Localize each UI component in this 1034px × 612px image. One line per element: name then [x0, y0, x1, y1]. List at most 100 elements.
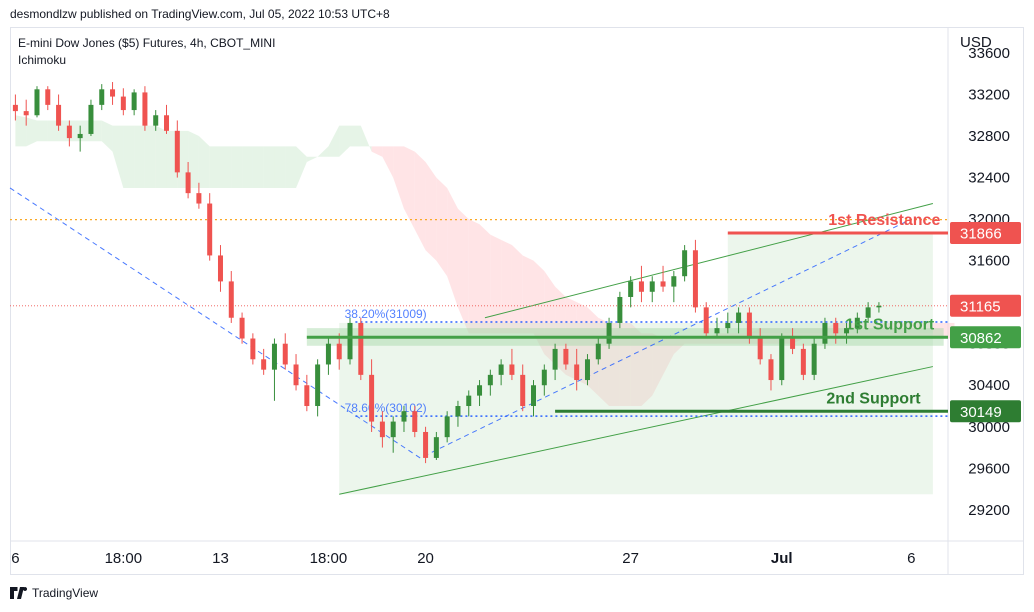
- candle-body: [110, 89, 116, 97]
- ichimoku-cloud-segment: [209, 146, 221, 188]
- resistance-zone: [727, 233, 933, 334]
- publisher-credit: desmondlzw published on TradingView.com,…: [10, 7, 390, 21]
- ichimoku-cloud-segment: [101, 120, 113, 152]
- ichimoku-cloud-segment: [900, 322, 912, 339]
- candle-body: [606, 322, 612, 344]
- ichimoku-cloud-segment: [468, 219, 480, 334]
- candle-body: [412, 411, 418, 432]
- ichimoku-cloud-segment: [609, 322, 620, 407]
- ichimoku-cloud-segment: [58, 120, 70, 142]
- ichimoku-cloud-segment: [544, 271, 556, 365]
- candle-body: [477, 385, 483, 396]
- x-tick-label: Jul: [771, 550, 793, 567]
- candle-body: [844, 328, 850, 334]
- ichimoku-cloud-segment: [922, 322, 933, 339]
- ichimoku-cloud-segment: [663, 338, 674, 375]
- indicator-label: Ichimoku: [18, 53, 66, 67]
- candle-body: [77, 133, 83, 139]
- ichimoku-cloud-segment: [36, 120, 48, 142]
- candle-body: [768, 359, 774, 381]
- candle-body: [584, 359, 590, 381]
- ichimoku-cloud-segment: [285, 146, 297, 188]
- candle-body: [88, 104, 94, 134]
- candle-body: [217, 255, 223, 282]
- ichimoku-cloud-segment: [274, 146, 286, 188]
- ichimoku-cloud-segment: [868, 322, 879, 339]
- ichimoku-cloud-segment: [533, 260, 545, 355]
- candle-body: [563, 348, 569, 365]
- ichimoku-cloud-segment: [684, 338, 696, 344]
- price-tag: [950, 326, 1021, 349]
- ichimoku-cloud-segment: [382, 146, 394, 178]
- candle-body: [250, 338, 256, 360]
- candle-body: [153, 115, 159, 126]
- ichimoku-cloud-segment: [641, 333, 653, 407]
- ichimoku-cloud-segment: [220, 146, 232, 188]
- ichimoku-cloud-segment: [630, 322, 642, 407]
- ichimoku-cloud-segment: [134, 125, 145, 188]
- candle-body: [595, 343, 601, 360]
- price-tag-label: 30149: [960, 404, 1002, 421]
- candle-body: [66, 125, 72, 139]
- ichimoku-cloud-segment: [69, 120, 81, 142]
- candle-body: [196, 193, 202, 204]
- ichimoku-cloud-segment: [846, 322, 858, 339]
- candle-body: [120, 96, 126, 111]
- candle-body: [390, 421, 396, 438]
- candle-body: [347, 322, 353, 360]
- ichimoku-cloud-segment: [26, 117, 37, 147]
- candle-body: [34, 89, 40, 116]
- ichimoku-cloud-segment: [231, 146, 243, 188]
- candle-body: [455, 406, 461, 417]
- ichimoku-cloud-segment: [857, 322, 869, 339]
- fib-trend-line: [9, 187, 912, 459]
- currency-label: USD: [960, 34, 992, 51]
- candle-body: [423, 431, 429, 458]
- candle-body: [714, 328, 720, 334]
- ichimoku-cloud-segment: [403, 146, 415, 230]
- candle-body: [671, 276, 677, 287]
- ichimoku-cloud-segment: [619, 322, 631, 407]
- candle-body: [164, 115, 170, 131]
- candle-body: [552, 348, 558, 370]
- candle-body: [293, 364, 299, 386]
- ichimoku-cloud-segment: [425, 161, 437, 261]
- candle-body: [531, 385, 537, 407]
- y-tick-label: 30400: [968, 377, 1010, 394]
- ichimoku-cloud-segment: [112, 125, 124, 188]
- ichimoku-cloud-segment: [47, 120, 59, 142]
- candle-body: [282, 343, 288, 365]
- level-label: 1st Support: [845, 316, 935, 333]
- ichimoku-cloud-segment: [511, 245, 523, 334]
- channel-upper-line: [484, 203, 934, 319]
- ichimoku-cloud-segment: [932, 322, 944, 339]
- footer-brand: TradingView: [32, 586, 99, 600]
- x-tick-label: 6: [907, 550, 915, 567]
- chart-title: E-mini Dow Jones ($5) Futures, 4h, CBOT_…: [18, 36, 275, 50]
- footer: TradingView: [10, 586, 98, 600]
- candle-body: [757, 338, 763, 360]
- candle-body: [628, 281, 634, 297]
- candle-body: [574, 364, 580, 381]
- x-tick-label: 18:00: [310, 550, 348, 567]
- candle-body: [520, 374, 526, 407]
- x-tick-label: 20: [417, 550, 434, 567]
- candle-body: [207, 203, 213, 256]
- ichimoku-cloud-segment: [652, 333, 664, 396]
- ichimoku-cloud-segment: [555, 286, 566, 375]
- ichimoku-cloud-segment: [188, 130, 199, 188]
- candle-body: [487, 374, 493, 386]
- ichimoku-cloud-segment: [198, 136, 210, 188]
- candle-body: [185, 172, 191, 194]
- candle-body: [228, 281, 234, 318]
- ichimoku-cloud-segment: [144, 125, 156, 188]
- ichimoku-cloud-segment: [80, 120, 91, 142]
- ichimoku-cloud-segment: [155, 125, 167, 188]
- ichimoku-cloud-segment: [263, 146, 275, 188]
- ichimoku-cloud-segment: [296, 146, 307, 188]
- candle-body: [779, 338, 785, 381]
- ichimoku-cloud-segment: [835, 322, 847, 339]
- y-tick-label: 32800: [968, 128, 1010, 145]
- candle-body: [811, 343, 817, 375]
